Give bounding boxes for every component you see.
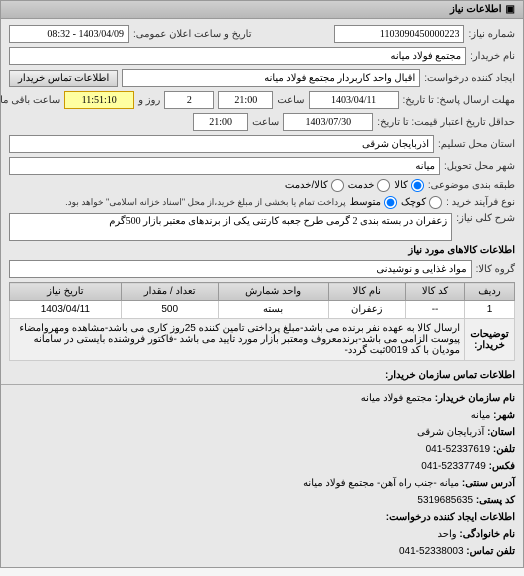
category-label: طبقه بندی موضوعی: bbox=[428, 180, 515, 191]
contact-info-button[interactable]: اطلاعات تماس خریدار bbox=[9, 70, 118, 87]
remain-time-input bbox=[64, 91, 134, 109]
buyer-name-label: نام خریدار: bbox=[470, 51, 515, 62]
th-name: نام کالا bbox=[328, 283, 406, 301]
deadline-label: مهلت ارسال پاسخ: تا تاریخ: bbox=[403, 95, 515, 106]
goods-table: ردیف کد کالا نام کالا واحد شمارش تعداد /… bbox=[9, 282, 515, 361]
city-input[interactable] bbox=[9, 157, 440, 175]
request-number-label: شماره نیاز: bbox=[468, 29, 515, 40]
announce-input[interactable] bbox=[9, 25, 129, 43]
creator-input[interactable] bbox=[122, 69, 420, 87]
table-notes-row: توضیحات خریدار: ارسال کالا به عهده نفر ب… bbox=[10, 319, 515, 361]
goods-group-label: گروه کالا: bbox=[476, 264, 515, 275]
panel-header: ▣ اطلاعات نیاز bbox=[1, 1, 523, 19]
panel-title: اطلاعات نیاز bbox=[450, 4, 502, 15]
th-unit: واحد شمارش bbox=[218, 283, 328, 301]
remain-days-input bbox=[164, 91, 214, 109]
cat-service-radio[interactable]: خدمت bbox=[348, 179, 391, 192]
goods-group-input[interactable] bbox=[9, 260, 472, 278]
valid-date-input[interactable] bbox=[283, 113, 373, 131]
th-qty: تعداد / مقدار bbox=[121, 283, 218, 301]
remain-days-label: روز و bbox=[138, 95, 160, 106]
proc-mid-radio[interactable]: متوسط bbox=[350, 196, 397, 209]
th-code: کد کالا bbox=[406, 283, 465, 301]
goods-section-title: اطلاعات کالاهای مورد نیاز bbox=[9, 245, 515, 256]
deadline-time-label: ساعت bbox=[277, 95, 304, 106]
proc-note: پرداخت تمام یا بخشی از مبلغ خرید،از محل … bbox=[65, 197, 345, 208]
cat-both-radio[interactable]: کالا/خدمت bbox=[285, 179, 344, 192]
desc-textarea[interactable]: زعفران در بسته بندی 2 گرمی طرح جعبه کارت… bbox=[9, 213, 452, 241]
contact-section: نام سازمان خریدار: مجتمع فولاد میانه شهر… bbox=[1, 385, 523, 567]
valid-label: حداقل تاریخ اعتبار قیمت: تا تاریخ: bbox=[377, 117, 515, 128]
province-label: استان محل تسلیم: bbox=[438, 139, 515, 150]
notes-text: ارسال کالا به عهده نفر برنده می باشد-مبل… bbox=[10, 319, 465, 361]
process-label: نوع فرآیند خرید : bbox=[446, 197, 515, 208]
proc-small-radio[interactable]: کوچک bbox=[401, 196, 442, 209]
notes-label: توضیحات خریدار: bbox=[465, 319, 515, 361]
panel-icon: ▣ bbox=[506, 4, 515, 15]
th-date: تاریخ نیاز bbox=[10, 283, 122, 301]
city-label: شهر محل تحویل: bbox=[444, 161, 515, 172]
table-row: 1 -- زعفران بسته 500 1403/04/11 bbox=[10, 301, 515, 319]
buyer-name-input[interactable] bbox=[9, 47, 466, 65]
creator-label: ایجاد کننده درخواست: bbox=[424, 73, 515, 84]
valid-time-input[interactable] bbox=[193, 113, 248, 131]
remain-suffix: ساعت باقی مانده bbox=[0, 95, 60, 106]
deadline-time-input[interactable] bbox=[218, 91, 273, 109]
request-number-input[interactable] bbox=[334, 25, 464, 43]
desc-label: شرح کلی نیاز: bbox=[456, 213, 515, 224]
th-row: ردیف bbox=[465, 283, 515, 301]
cat-goods-radio[interactable]: کالا bbox=[394, 179, 424, 192]
contact-section-title: اطلاعات تماس سازمان خریدار: bbox=[1, 367, 523, 385]
valid-time-label: ساعت bbox=[252, 117, 279, 128]
province-input[interactable] bbox=[9, 135, 434, 153]
deadline-date-input[interactable] bbox=[309, 91, 399, 109]
announce-label: تاریخ و ساعت اعلان عمومی: bbox=[133, 29, 252, 40]
